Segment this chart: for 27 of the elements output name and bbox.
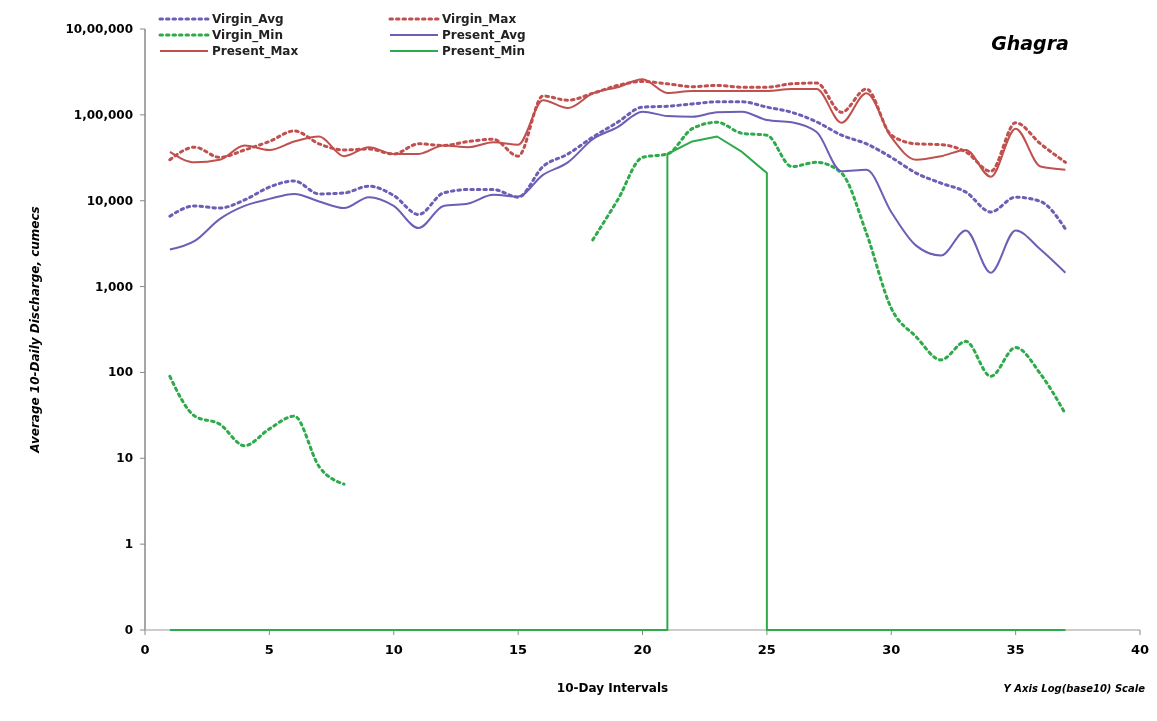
chart-title: Ghagra bbox=[991, 32, 1069, 54]
x-tick-label: 15 bbox=[509, 642, 528, 657]
y-tick-label: 100 bbox=[107, 365, 133, 380]
x-tick-label: 0 bbox=[140, 642, 150, 657]
x-axis-title: 10-Day Intervals bbox=[556, 681, 669, 695]
x-tick-label: 30 bbox=[882, 642, 901, 657]
x-tick-label: 5 bbox=[264, 642, 274, 657]
x-tick-label: 40 bbox=[1130, 642, 1150, 657]
y-tick-label: 1,000 bbox=[95, 279, 133, 294]
y-tick-label: 0 bbox=[124, 623, 133, 637]
text: Y Axis Log(base10) Scale bbox=[1003, 683, 1146, 694]
y-tick-label: 1,00,000 bbox=[73, 107, 133, 122]
x-tick-label: 10 bbox=[384, 642, 403, 657]
y-tick-label: 10,00,000 bbox=[65, 22, 133, 36]
x-tick-label: 25 bbox=[757, 642, 776, 657]
legend-label: Virgin_Avg bbox=[212, 12, 284, 27]
legend-label: Virgin_Min bbox=[212, 28, 283, 43]
x-tick-label: 20 bbox=[633, 642, 652, 657]
y-axis-title: Average 10-Daily Discharge, cumecs bbox=[28, 206, 42, 454]
x-tick-label: 35 bbox=[1006, 642, 1025, 657]
legend-label: Present_Min bbox=[442, 44, 526, 59]
legend-label: Present_Avg bbox=[442, 28, 526, 43]
y-tick-label: 10,000 bbox=[86, 193, 133, 208]
y-tick-label: 10 bbox=[116, 451, 133, 466]
legend-label: Virgin_Max bbox=[442, 12, 517, 27]
legend-label: Present_Max bbox=[212, 44, 299, 59]
y-tick-label: 1 bbox=[124, 537, 133, 552]
